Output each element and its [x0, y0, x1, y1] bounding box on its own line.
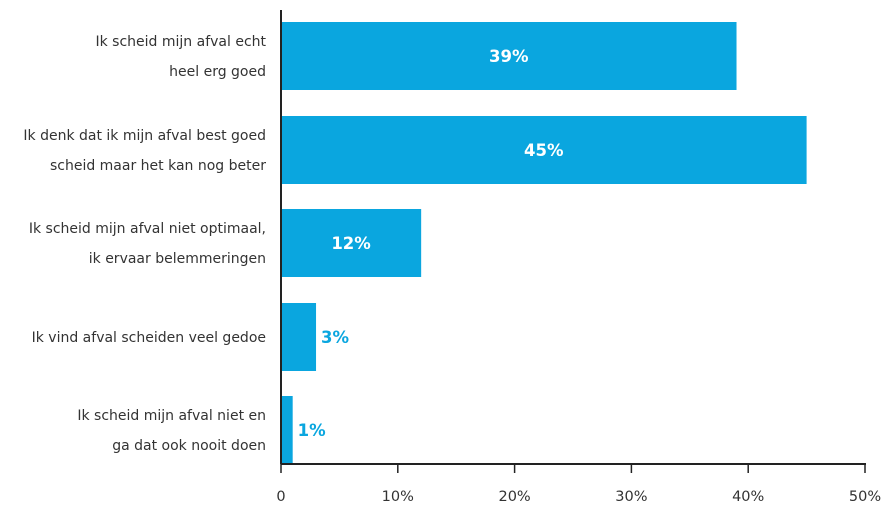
value-label-4: 3% [321, 328, 349, 347]
x-tick-label-40: 40% [732, 489, 764, 505]
value-label-1: 39% [489, 47, 529, 66]
value-label-5: 1% [298, 421, 326, 440]
x-tick-label-10: 10% [382, 489, 414, 505]
bars-layer [281, 22, 807, 464]
category-label-2-line-1: Ik denk dat ik mijn afval best goed [23, 128, 266, 144]
category-label-4-line-1: Ik vind afval scheiden veel gedoe [32, 330, 266, 346]
category-label-1-line-1: Ik scheid mijn afval echt [95, 34, 266, 50]
category-label-2-line-2: scheid maar het kan nog beter [50, 158, 266, 174]
category-label-5-line-1: Ik scheid mijn afval niet en [77, 408, 266, 424]
bar-2 [281, 116, 807, 184]
value-labels: 39% 45% 12% 3% 1% [298, 47, 564, 440]
category-label-3-line-2: ik ervaar belemmeringen [89, 251, 266, 267]
category-labels: Ik scheid mijn afval echt heel erg goed Ik… [23, 34, 266, 454]
x-tick-label-30: 30% [615, 489, 647, 505]
bar-4 [281, 303, 317, 371]
bar-3 [281, 209, 422, 277]
x-tick-label-0: 0 [276, 489, 285, 505]
category-label-5-line-2: ga dat ook nooit doen [112, 438, 266, 454]
x-tick-label-20: 20% [498, 489, 530, 505]
x-tick-label-50: 50% [849, 489, 881, 505]
axes: 0 10% 20% 30% 40% 50% [276, 10, 881, 505]
category-label-1-line-2: heel erg goed [169, 64, 266, 80]
category-label-3-line-1: Ik scheid mijn afval niet optimaal, [29, 221, 266, 237]
value-label-2: 45% [524, 141, 564, 160]
bar-1 [281, 22, 737, 90]
value-label-3: 12% [331, 234, 371, 253]
bar-5 [281, 396, 293, 464]
